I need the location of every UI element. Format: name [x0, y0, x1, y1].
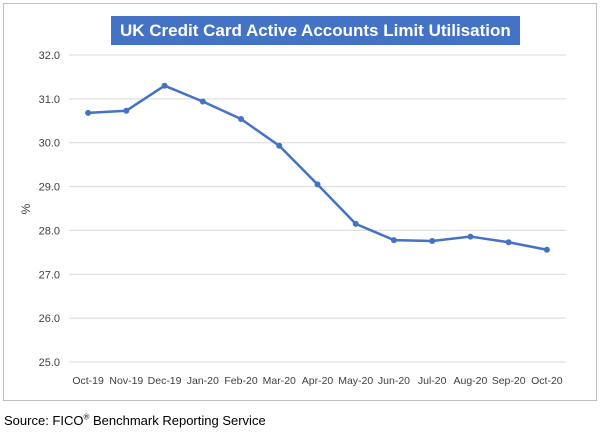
data-point [276, 142, 283, 149]
chart-frame [3, 3, 597, 401]
x-tick-label: Oct-20 [531, 375, 563, 387]
source-prefix: Source: FICO [4, 413, 84, 428]
y-tick-label: 31.0 [39, 94, 60, 106]
data-point [238, 116, 245, 123]
y-tick-label: 26.0 [39, 313, 60, 325]
x-tick-label: Aug-20 [453, 375, 487, 387]
data-point [352, 220, 359, 227]
data-point [161, 82, 168, 89]
data-point [199, 98, 206, 105]
data-point [314, 181, 321, 188]
x-tick-label: Mar-20 [263, 375, 296, 387]
data-point [123, 107, 130, 114]
x-tick-label: Jun-20 [378, 375, 410, 387]
y-tick-label: 27.0 [39, 269, 60, 281]
chart-title: UK Credit Card Active Accounts Limit Uti… [111, 16, 520, 45]
series-line [88, 84, 548, 251]
data-point [543, 246, 550, 253]
y-tick-label: 28.0 [39, 225, 60, 237]
data-point [429, 237, 436, 244]
y-tick-label: 30.0 [39, 138, 60, 150]
y-axis-ticks: 25.0 26.0 27.0 28.0 29.0 30.0 31.0 32.0 [39, 50, 60, 369]
x-tick-label: Oct-19 [72, 375, 104, 387]
x-tick-label: Jan-20 [187, 375, 219, 387]
y-tick-label: 29.0 [39, 182, 60, 194]
x-tick-label: May-20 [338, 375, 373, 387]
x-axis-ticks: Oct-19 Nov-19 Dec-19 Jan-20 Feb-20 Mar-20 Apr-… [72, 375, 562, 387]
data-point [467, 233, 474, 240]
x-tick-label: Nov-19 [109, 375, 143, 387]
data-point [85, 109, 92, 116]
data-point [390, 237, 397, 244]
y-tick-label: 25.0 [39, 357, 60, 369]
source-suffix: Benchmark Reporting Service [89, 413, 266, 428]
x-tick-label: Dec-19 [148, 375, 182, 387]
x-tick-label: Apr-20 [302, 375, 334, 387]
x-tick-label: Sep-20 [492, 375, 526, 387]
y-axis-label: % [19, 203, 33, 214]
data-point [505, 239, 512, 246]
x-tick-label: Jul-20 [418, 375, 447, 387]
y-tick-label: 32.0 [39, 50, 60, 62]
series-layer [85, 82, 550, 253]
gridlines [69, 54, 566, 363]
source-note: Source: FICO® Benchmark Reporting Servic… [4, 413, 266, 428]
registered-mark: ® [83, 412, 90, 422]
x-tick-label: Feb-20 [224, 375, 257, 387]
